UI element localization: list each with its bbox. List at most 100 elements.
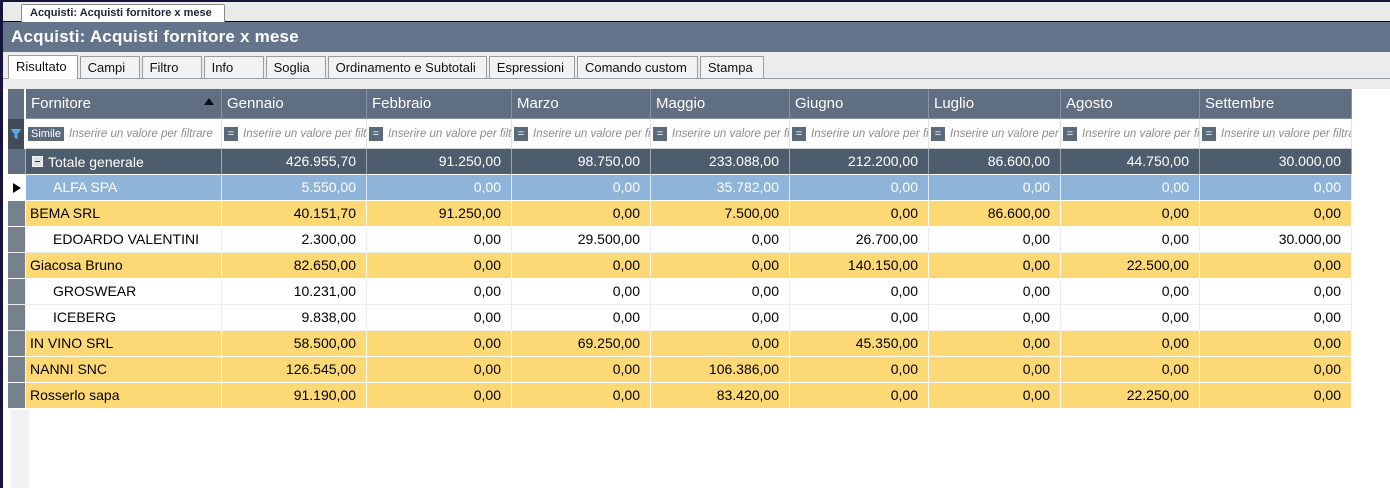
value-cell[interactable]: 83.420,00 (651, 383, 790, 409)
value-cell[interactable]: 0,00 (367, 305, 512, 331)
value-cell[interactable]: 0,00 (1200, 279, 1352, 305)
value-cell[interactable]: 0,00 (651, 331, 790, 357)
table-row-giacosa-bruno[interactable]: Giacosa Bruno 82.650,00 0,00 0,00 0,00 140.15… (8, 253, 1352, 279)
value-cell[interactable]: 0,00 (790, 175, 929, 201)
value-cell[interactable]: 0,00 (1200, 175, 1352, 201)
column-header-settembre[interactable]: Settembre (1200, 89, 1352, 119)
value-cell[interactable]: 5.550,00 (222, 175, 367, 201)
value-cell[interactable]: 0,00 (512, 305, 651, 331)
value-cell[interactable]: 0,00 (651, 253, 790, 279)
filter-operator-fornitore[interactable]: Simile (28, 126, 64, 141)
value-cell[interactable]: 0,00 (790, 305, 929, 331)
total-value-cell[interactable]: 212.200,00 (790, 149, 929, 175)
value-cell[interactable]: 0,00 (651, 227, 790, 253)
value-cell[interactable]: 0,00 (651, 279, 790, 305)
supplier-name-cell[interactable]: IN VINO SRL (26, 331, 222, 357)
value-cell[interactable]: 0,00 (512, 175, 651, 201)
table-row-bema-srl[interactable]: BEMA SRL 40.151,70 91.250,00 0,00 7.500,00 0,… (8, 201, 1352, 227)
value-cell[interactable]: 0,00 (1061, 331, 1200, 357)
filter-operator-luglio[interactable]: = (931, 126, 945, 141)
value-cell[interactable]: 45.350,00 (790, 331, 929, 357)
value-cell[interactable]: 0,00 (790, 201, 929, 227)
value-cell[interactable]: 22.500,00 (1061, 253, 1200, 279)
value-cell[interactable]: 0,00 (367, 383, 512, 409)
value-cell[interactable]: 0,00 (367, 253, 512, 279)
value-cell[interactable]: 0,00 (512, 253, 651, 279)
row-selector[interactable] (8, 175, 26, 201)
value-cell[interactable]: 0,00 (929, 227, 1061, 253)
value-cell[interactable]: 0,00 (367, 175, 512, 201)
row-selector[interactable] (8, 279, 26, 305)
column-header-marzo[interactable]: Marzo (512, 89, 651, 119)
value-cell[interactable]: 0,00 (1061, 279, 1200, 305)
value-cell[interactable]: 35.782,00 (651, 175, 790, 201)
value-cell[interactable]: 0,00 (1200, 201, 1352, 227)
value-cell[interactable]: 0,00 (929, 175, 1061, 201)
tab-campi[interactable]: Campi (79, 56, 140, 78)
value-cell[interactable]: 0,00 (367, 227, 512, 253)
value-cell[interactable]: 58.500,00 (222, 331, 367, 357)
value-cell[interactable]: 22.250,00 (1061, 383, 1200, 409)
document-tab[interactable]: Acquisti: Acquisti fornitore x mese (21, 4, 225, 22)
value-cell[interactable]: 0,00 (1200, 305, 1352, 331)
value-cell[interactable]: 0,00 (367, 331, 512, 357)
total-value-cell[interactable]: 233.088,00 (651, 149, 790, 175)
value-cell[interactable]: 0,00 (790, 279, 929, 305)
tab-filtro[interactable]: Filtro (141, 56, 202, 78)
value-cell[interactable]: 9.838,00 (222, 305, 367, 331)
value-cell[interactable]: 69.250,00 (512, 331, 651, 357)
filter-input-giugno[interactable] (811, 127, 928, 140)
value-cell[interactable]: 0,00 (790, 383, 929, 409)
total-value-cell[interactable]: 86.600,00 (929, 149, 1061, 175)
filter-operator-agosto[interactable]: = (1063, 126, 1077, 141)
row-selector[interactable] (8, 383, 26, 409)
table-row-rosserlo-sapa[interactable]: Rosserlo sapa 91.190,00 0,00 0,00 83.420,00 0… (8, 383, 1352, 409)
filter-input-settembre[interactable] (1221, 127, 1351, 140)
value-cell[interactable]: 10.231,00 (222, 279, 367, 305)
value-cell[interactable]: 29.500,00 (512, 227, 651, 253)
column-header-luglio[interactable]: Luglio (929, 89, 1061, 119)
table-row-iceberg[interactable]: ICEBERG 9.838,00 0,00 0,00 0,00 0,00 0,00 0,00 0… (8, 305, 1352, 331)
value-cell[interactable]: 106.386,00 (651, 357, 790, 383)
table-row-nanni-snc[interactable]: NANNI SNC 126.545,00 0,00 0,00 106.386,00 0,0… (8, 357, 1352, 383)
column-header-febbraio[interactable]: Febbraio (367, 89, 512, 119)
supplier-name-cell[interactable]: ICEBERG (26, 305, 222, 331)
tab-ordinamento-e-subtotali[interactable]: Ordinamento e Subtotali (327, 56, 487, 78)
supplier-name-cell[interactable]: Rosserlo sapa (26, 383, 222, 409)
total-value-cell[interactable]: 91.250,00 (367, 149, 512, 175)
tab-espressioni[interactable]: Espressioni (488, 56, 575, 78)
value-cell[interactable]: 0,00 (651, 305, 790, 331)
total-value-cell[interactable]: 426.955,70 (222, 149, 367, 175)
row-selector[interactable] (8, 253, 26, 279)
filter-input-gennaio[interactable] (243, 127, 366, 140)
column-header-fornitore[interactable]: Fornitore (26, 89, 222, 119)
value-cell[interactable]: 0,00 (1061, 305, 1200, 331)
value-cell[interactable]: 91.250,00 (367, 201, 512, 227)
table-row-edoardo-valentini[interactable]: EDOARDO VALENTINI 2.300,00 0,00 29.500,00 0,… (8, 227, 1352, 253)
tab-soglia[interactable]: Soglia (265, 56, 326, 78)
value-cell[interactable]: 26.700,00 (790, 227, 929, 253)
value-cell[interactable]: 0,00 (929, 253, 1061, 279)
value-cell[interactable]: 0,00 (929, 305, 1061, 331)
tab-comando-custom[interactable]: Comando custom (576, 56, 698, 78)
row-selector-total[interactable] (8, 149, 26, 175)
row-selector[interactable] (8, 201, 26, 227)
collapse-group-icon[interactable] (32, 155, 43, 167)
value-cell[interactable]: 0,00 (929, 279, 1061, 305)
table-row-alfa-spa[interactable]: ALFA SPA 5.550,00 0,00 0,00 35.782,00 0,00 0,0… (8, 175, 1352, 201)
value-cell[interactable]: 0,00 (512, 357, 651, 383)
filter-operator-maggio[interactable]: = (653, 126, 667, 141)
filter-input-febbraio[interactable] (388, 127, 511, 140)
column-header-giugno[interactable]: Giugno (790, 89, 929, 119)
value-cell[interactable]: 91.190,00 (222, 383, 367, 409)
filter-input-luglio[interactable] (950, 127, 1060, 140)
filter-row-indicator-cell[interactable] (8, 119, 26, 149)
row-selector[interactable] (8, 305, 26, 331)
supplier-name-cell[interactable]: NANNI SNC (26, 357, 222, 383)
tab-stampa[interactable]: Stampa (699, 56, 764, 78)
supplier-name-cell[interactable]: BEMA SRL (26, 201, 222, 227)
value-cell[interactable]: 0,00 (367, 357, 512, 383)
value-cell[interactable]: 2.300,00 (222, 227, 367, 253)
total-value-cell[interactable]: 30.000,00 (1200, 149, 1352, 175)
filter-input-agosto[interactable] (1082, 127, 1199, 140)
